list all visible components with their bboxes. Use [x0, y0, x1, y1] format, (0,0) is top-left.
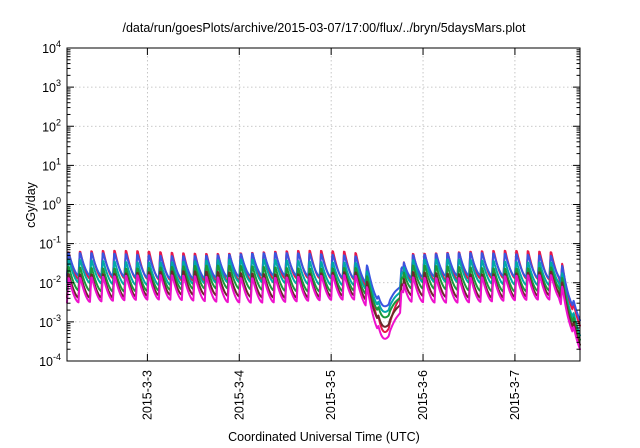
y-tick-label: 104 [42, 39, 61, 56]
y-axis: 10-4 10-3 10-2 10-1 100 101 102 103 104 [39, 39, 580, 369]
series-group [66, 249, 581, 351]
chart-title: /data/run/goesPlots/archive/2015-03-07/1… [122, 21, 526, 35]
series-line [66, 264, 581, 341]
y-tick-label: 10-2 [39, 274, 61, 291]
y-tick-label: 102 [42, 117, 61, 134]
y-axis-label: cGy/day [24, 181, 38, 228]
y-tick-label: 10-1 [39, 235, 61, 252]
y-tick-label: 10-3 [39, 313, 61, 330]
x-tick-label: 2015-3-6 [416, 370, 430, 420]
x-tick-label: 2015-3-7 [508, 370, 522, 420]
y-tick-label: 10-4 [39, 352, 61, 369]
x-tick-label: 2015-3-3 [140, 370, 154, 420]
x-axis-label: Coordinated Universal Time (UTC) [228, 430, 420, 444]
x-tick-label: 2015-3-5 [324, 370, 338, 420]
x-tick-label: 2015-3-4 [232, 370, 246, 420]
grid [67, 48, 580, 361]
x-axis: 2015-3-3 2015-3-4 2015-3-5 2015-3-6 2015-3-7 [140, 48, 522, 420]
series-line [66, 274, 581, 351]
series-line [66, 258, 581, 337]
y-tick-label: 101 [42, 156, 61, 173]
y-tick-label: 103 [42, 78, 61, 95]
series-line [66, 252, 581, 322]
y-tick-label: 100 [42, 196, 61, 213]
